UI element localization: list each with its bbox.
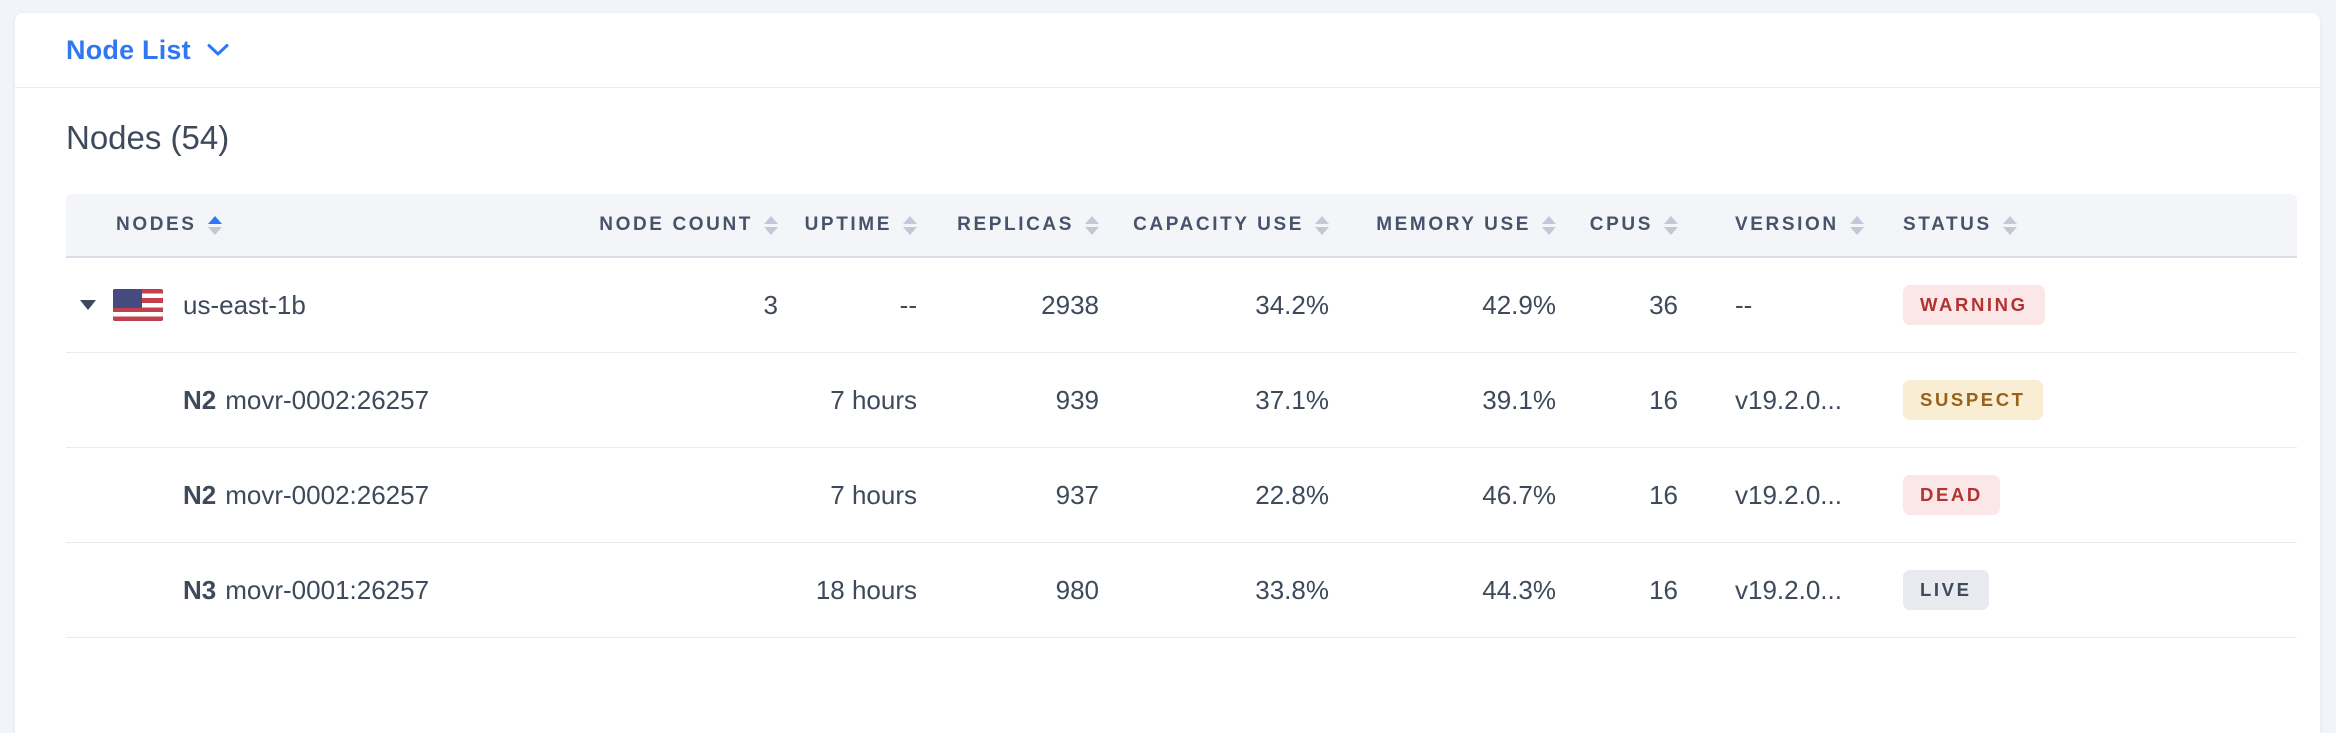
uptime-cell: 7 hours: [830, 384, 917, 415]
node-id: N3: [183, 574, 217, 605]
column-header-label: NODES: [116, 214, 197, 235]
version-cell: v19.2.0...: [1735, 574, 1842, 605]
node-count-cell: [590, 353, 790, 447]
node-count-cell: [590, 448, 790, 542]
column-header-status[interactable]: STATUS: [1890, 194, 2297, 256]
status-badge: SUSPECT: [1903, 379, 2043, 421]
version-cell: --: [1735, 289, 1753, 320]
capacity-use-cell: 37.1%: [1255, 384, 1329, 415]
region-row[interactable]: us-east-1b 3 -- 2938 34.2% 42.9% 36 -- WARNING: [66, 258, 2297, 353]
column-header-memory-use[interactable]: MEMORY USE: [1342, 194, 1568, 256]
version-cell: v19.2.0...: [1735, 384, 1842, 415]
us-flag-icon: [113, 289, 163, 321]
status-badge: WARNING: [1903, 284, 2045, 326]
region-name: us-east-1b: [183, 289, 306, 320]
memory-use-cell: 39.1%: [1482, 384, 1556, 415]
replicas-cell: 939: [1055, 384, 1099, 415]
column-header-version[interactable]: VERSION: [1690, 194, 1890, 256]
uptime-cell: 18 hours: [815, 574, 917, 605]
sort-icon: [1849, 215, 1864, 235]
column-header-label: STATUS: [1903, 214, 1992, 235]
column-header-cpus[interactable]: CPUS: [1568, 194, 1690, 256]
caret-down-icon[interactable]: [80, 300, 96, 310]
card-content: Nodes (54) NODES NODE COUNT UPTIME REPLICAS…: [15, 119, 2320, 638]
table-header-row: NODES NODE COUNT UPTIME REPLICAS CAPACITY US…: [66, 194, 2297, 258]
capacity-use-cell: 33.8%: [1255, 574, 1329, 605]
table-body: us-east-1b 3 -- 2938 34.2% 42.9% 36 -- WARNING N2…: [66, 258, 2297, 638]
replicas-cell: 937: [1055, 479, 1099, 510]
node-address[interactable]: movr-0002:26257: [225, 384, 430, 415]
status-cell: SUSPECT: [1890, 353, 2297, 447]
uptime-cell: 7 hours: [830, 479, 917, 510]
chevron-down-icon[interactable]: [207, 43, 229, 62]
nodes-table: NODES NODE COUNT UPTIME REPLICAS CAPACITY US…: [66, 194, 2297, 638]
capacity-use-cell: 34.2%: [1255, 289, 1329, 320]
replicas-cell: 980: [1055, 574, 1099, 605]
node-address[interactable]: movr-0001:26257: [225, 574, 430, 605]
node-address[interactable]: movr-0002:26257: [225, 479, 430, 510]
sort-icon: [903, 215, 917, 235]
cpus-cell: 16: [1649, 384, 1678, 415]
column-header-label: MEMORY USE: [1376, 214, 1531, 235]
cpus-cell: 16: [1649, 574, 1678, 605]
node-row[interactable]: N3 movr-0001:26257 18 hours 980 33.8% 44.3% 16…: [66, 543, 2297, 638]
column-header-replicas[interactable]: REPLICAS: [930, 194, 1112, 256]
sort-icon: [1664, 215, 1678, 235]
node-row[interactable]: N2 movr-0002:26257 7 hours 939 37.1% 39.1% 16 v…: [66, 353, 2297, 448]
node-id: N2: [183, 479, 217, 510]
cpus-cell: 36: [1649, 289, 1678, 320]
status-cell: LIVE: [1890, 543, 2297, 637]
node-row[interactable]: N2 movr-0002:26257 7 hours 937 22.8% 46.7% 16 v…: [66, 448, 2297, 543]
status-badge: LIVE: [1903, 569, 1989, 611]
page-title: Nodes (54): [66, 119, 230, 156]
column-header-label: CAPACITY USE: [1133, 214, 1304, 235]
replicas-cell: 2938: [1041, 289, 1099, 320]
column-header-node-count[interactable]: NODE COUNT: [590, 194, 790, 256]
nodes-cell: N2 movr-0002:26257: [66, 448, 590, 542]
nodes-cell: us-east-1b: [66, 258, 590, 352]
node-count-cell: [590, 543, 790, 637]
status-badge: DEAD: [1903, 474, 2000, 516]
node-count-cell: 3: [763, 289, 778, 320]
memory-use-cell: 46.7%: [1482, 479, 1556, 510]
nodes-cell: N2 movr-0002:26257: [66, 353, 590, 447]
column-header-label: VERSION: [1735, 214, 1839, 235]
nodes-cell: N3 movr-0001:26257: [66, 543, 590, 637]
capacity-use-cell: 22.8%: [1255, 479, 1329, 510]
status-cell: DEAD: [1890, 448, 2297, 542]
sort-icon: [1542, 215, 1556, 235]
node-list-dropdown[interactable]: Node List: [66, 34, 191, 65]
version-cell: v19.2.0...: [1735, 479, 1842, 510]
status-cell: WARNING: [1890, 258, 2297, 352]
sort-icon: [764, 215, 778, 235]
memory-use-cell: 44.3%: [1482, 574, 1556, 605]
sort-icon: [1085, 215, 1099, 235]
node-list-card: Node List Nodes (54) NODES NODE COUNT UPTI…: [15, 13, 2320, 733]
column-header-label: CPUS: [1589, 214, 1653, 235]
column-header-label: UPTIME: [804, 214, 892, 235]
column-header-capacity-use[interactable]: CAPACITY USE: [1112, 194, 1342, 256]
sort-icon: [1315, 215, 1329, 235]
uptime-cell: --: [899, 289, 917, 320]
sort-icon: [2002, 215, 2017, 235]
sort-icon: [207, 215, 222, 235]
card-header: Node List: [15, 13, 2320, 88]
cpus-cell: 16: [1649, 479, 1678, 510]
memory-use-cell: 42.9%: [1482, 289, 1556, 320]
node-id: N2: [183, 384, 217, 415]
column-header-uptime[interactable]: UPTIME: [790, 194, 930, 256]
column-header-label: NODE COUNT: [599, 214, 753, 235]
column-header-label: REPLICAS: [957, 214, 1074, 235]
column-header-nodes[interactable]: NODES: [66, 194, 590, 256]
